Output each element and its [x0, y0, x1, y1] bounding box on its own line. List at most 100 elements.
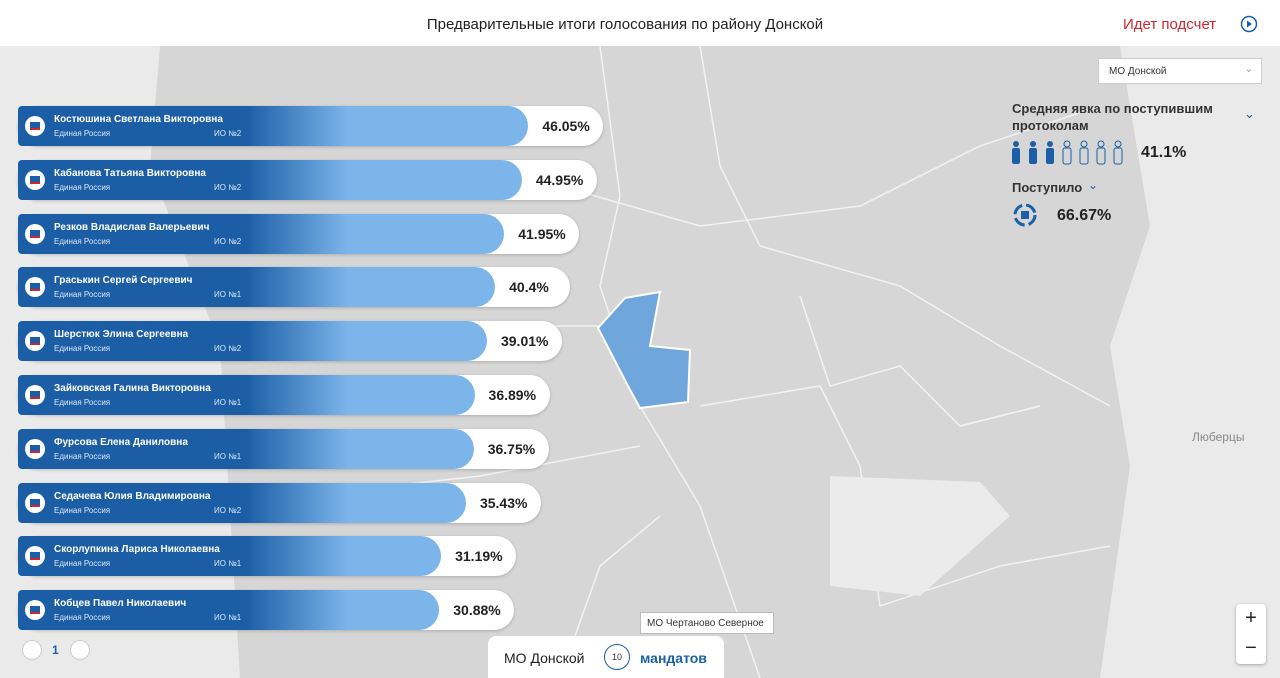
- count-status: Идет подсчет: [1123, 16, 1217, 33]
- result-bar: [18, 590, 440, 631]
- candidate-card: Кабанова Татьяна Викторовна Единая Россия…: [18, 159, 597, 200]
- result-bar: [18, 213, 505, 254]
- candidate-percent: 40.4%: [509, 279, 549, 296]
- candidate-name: Скорлупкина Лариса Николаевна: [54, 544, 220, 556]
- turnout-icons: [1012, 140, 1123, 165]
- result-bar: [18, 482, 466, 523]
- footer-district: МО Донской: [504, 650, 585, 666]
- candidate-percent: 30.88%: [453, 602, 501, 619]
- result-bar: [18, 536, 442, 577]
- header: Предварительные итоги голосования по рай…: [0, 0, 1280, 46]
- candidate-name: Резков Владислав Валерьевич: [54, 221, 210, 233]
- received-toggle[interactable]: ⌄: [1088, 178, 1099, 192]
- party-logo: [25, 546, 45, 567]
- footer-panel: МО Донской 10 мандатов: [488, 636, 724, 678]
- candidate-district: ИО №2: [214, 236, 242, 246]
- candidate-card: Кобцев Павел Николаевич Единая Россия ИО №…: [18, 590, 515, 631]
- map-city-label: Люберцы: [1192, 430, 1245, 444]
- party-logo: [25, 169, 45, 190]
- candidate-percent: 41.95%: [518, 225, 566, 242]
- candidate-card: Костюшина Светлана Викторовна Единая Росс…: [18, 106, 604, 146]
- candidate-party: Единая Россия: [54, 559, 111, 569]
- candidate-card: Шерстюк Элина Сергеевна Единая Россия ИО №…: [18, 321, 562, 362]
- candidate-district: ИО №1: [214, 559, 242, 569]
- candidate-percent: 36.89%: [488, 387, 537, 403]
- candidate-party: Единая Россия: [54, 398, 111, 407]
- candidate-district: ИО №2: [214, 505, 242, 515]
- received-icon: [1013, 203, 1037, 227]
- received-value: 66.67%: [1057, 207, 1112, 224]
- candidate-district: ИО №2: [214, 182, 242, 192]
- result-bar: [18, 106, 529, 146]
- mandates-count: 10: [604, 644, 630, 670]
- candidate-percent: 46.05%: [542, 118, 590, 134]
- selected-district[interactable]: [596, 290, 692, 410]
- candidate-card: Зайковская Галина Викторовна Единая Росси…: [18, 375, 550, 415]
- candidate-party: Единая Россия: [54, 505, 111, 515]
- park-area: [830, 476, 1010, 596]
- candidate-percent: 44.95%: [535, 171, 584, 188]
- candidate-card: Резков Владислав Валерьевич Единая Россия…: [18, 213, 580, 254]
- candidate-card: Фурсова Елена Даниловна Единая Россия ИО №…: [18, 428, 549, 469]
- page-number[interactable]: 1: [52, 643, 59, 657]
- result-bar: [18, 159, 522, 200]
- candidate-name: Зайковская Галина Викторовна: [54, 383, 211, 394]
- next-page[interactable]: [70, 640, 90, 660]
- candidate-name: Фурсова Елена Даниловна: [54, 436, 188, 448]
- zoom-controls: + −: [1236, 604, 1266, 664]
- party-logo: [25, 385, 45, 405]
- result-bar: [18, 321, 487, 362]
- candidate-percent: 36.75%: [487, 440, 536, 457]
- candidate-party: Единая Россия: [54, 451, 111, 461]
- map-tooltip: МО Чертаново Северное: [640, 612, 774, 634]
- turnout-value: 41.1%: [1141, 144, 1187, 161]
- candidate-card: Седачева Юлия Владимировна Единая Россия И…: [18, 482, 541, 523]
- zoom-in[interactable]: +: [1245, 607, 1257, 629]
- party-logo: [25, 223, 45, 244]
- candidate-party: Единая Россия: [54, 182, 111, 192]
- district-dropdown[interactable]: МО Донской ⌄: [1098, 58, 1262, 84]
- result-bar: [18, 428, 474, 469]
- party-logo: [25, 492, 45, 513]
- prev-page[interactable]: [22, 640, 42, 660]
- candidate-percent: 39.01%: [500, 333, 549, 350]
- candidate-district: ИО №1: [214, 398, 242, 407]
- party-logo: [25, 277, 45, 298]
- turnout-toggle[interactable]: ⌄: [1244, 106, 1255, 121]
- candidate-party: Единая Россия: [54, 290, 111, 300]
- candidate-card: Граськин Сергей Сергеевич Единая Россия ИО…: [18, 267, 571, 308]
- candidate-district: ИО №1: [214, 613, 242, 623]
- candidate-party: Единая Россия: [54, 613, 111, 623]
- candidate-name: Кобцев Павел Николаевич: [54, 598, 187, 610]
- candidate-district: ИО №2: [214, 344, 242, 354]
- candidate-card: Скорлупкина Лариса Николаевна Единая Росс…: [18, 536, 517, 577]
- result-bar: [18, 375, 475, 415]
- candidate-percent: 35.43%: [479, 494, 528, 511]
- result-bar: [18, 267, 496, 308]
- mandates-label: мандатов: [640, 650, 707, 666]
- candidate-name: Костюшина Светлана Викторовна: [54, 114, 223, 125]
- candidate-name: Граськин Сергей Сергеевич: [54, 275, 193, 287]
- play-button[interactable]: [1240, 15, 1258, 33]
- candidate-party: Единая Россия: [54, 236, 111, 246]
- candidate-name: Шерстюк Элина Сергеевна: [54, 329, 189, 341]
- party-logo: [25, 331, 45, 352]
- party-logo: [25, 116, 45, 136]
- candidate-party: Единая Россия: [54, 344, 111, 354]
- candidate-district: ИО №2: [214, 129, 242, 138]
- zoom-out[interactable]: −: [1245, 637, 1257, 659]
- candidate-name: Кабанова Татьяна Викторовна: [54, 167, 206, 179]
- candidate-district: ИО №1: [214, 451, 242, 461]
- candidate-name: Седачева Юлия Владимировна: [54, 490, 211, 502]
- party-logo: [25, 600, 45, 621]
- candidate-district: ИО №1: [214, 290, 242, 300]
- dropdown-value: МО Донской: [1109, 66, 1167, 77]
- party-logo: [25, 438, 45, 459]
- header-title: Предварительные итоги голосования по рай…: [426, 16, 824, 33]
- received-title: Поступило: [1012, 180, 1083, 195]
- map-outside: [1100, 46, 1280, 678]
- candidate-party: Единая Россия: [54, 129, 111, 138]
- candidate-percent: 31.19%: [455, 548, 503, 565]
- dropdown-arrow: ⌄: [1244, 64, 1253, 75]
